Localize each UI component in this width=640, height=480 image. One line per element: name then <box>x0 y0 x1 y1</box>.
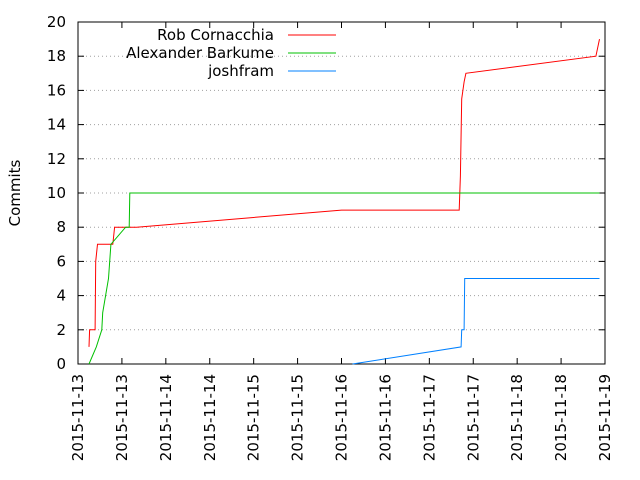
x-tick-label: 2015-11-14 <box>201 374 219 461</box>
x-axis: 2015-11-13 2015-11-13 2015-11-14 2015-11-14… <box>69 22 614 461</box>
legend-label: Rob Cornacchia <box>157 26 274 44</box>
x-tick-label: 2015-11-17 <box>464 374 482 461</box>
series-line <box>352 278 600 365</box>
x-tick-label: 2015-11-16 <box>333 374 351 461</box>
series-line <box>88 38 600 347</box>
series-line <box>88 192 600 365</box>
x-tick-label: 2015-11-15 <box>245 374 263 461</box>
y-tick-label: 12 <box>47 150 66 168</box>
y-tick-label: 16 <box>47 81 66 99</box>
y-tick-label: 18 <box>47 47 66 65</box>
x-tick-label: 2015-11-18 <box>552 374 570 461</box>
x-tick-label: 2015-11-18 <box>508 374 526 461</box>
x-tick-label: 2015-11-17 <box>420 374 438 461</box>
y-tick-label: 2 <box>56 321 66 339</box>
y-tick-label: 20 <box>47 13 66 31</box>
series-lines <box>88 38 600 365</box>
y-tick-label: 8 <box>56 218 66 236</box>
x-tick-label: 2015-11-19 <box>596 374 614 461</box>
x-tick-label: 2015-11-13 <box>113 374 131 461</box>
x-tick-label: 2015-11-16 <box>376 374 394 461</box>
x-tick-label: 2015-11-13 <box>69 374 87 461</box>
y-tick-label: 10 <box>47 184 66 202</box>
y-axis: 0 2 4 6 8 10 12 14 16 18 20 <box>47 13 605 373</box>
legend-label: Alexander Barkume <box>126 44 274 62</box>
y-tick-label: 6 <box>56 252 66 270</box>
x-tick-label: 2015-11-14 <box>157 374 175 461</box>
y-axis-label: Commits <box>6 159 24 226</box>
y-tick-label: 4 <box>56 287 66 305</box>
legend-label: joshfram <box>207 62 274 80</box>
y-tick-label: 0 <box>56 355 66 373</box>
y-tick-label: 14 <box>47 116 66 134</box>
x-tick-label: 2015-11-15 <box>289 374 307 461</box>
